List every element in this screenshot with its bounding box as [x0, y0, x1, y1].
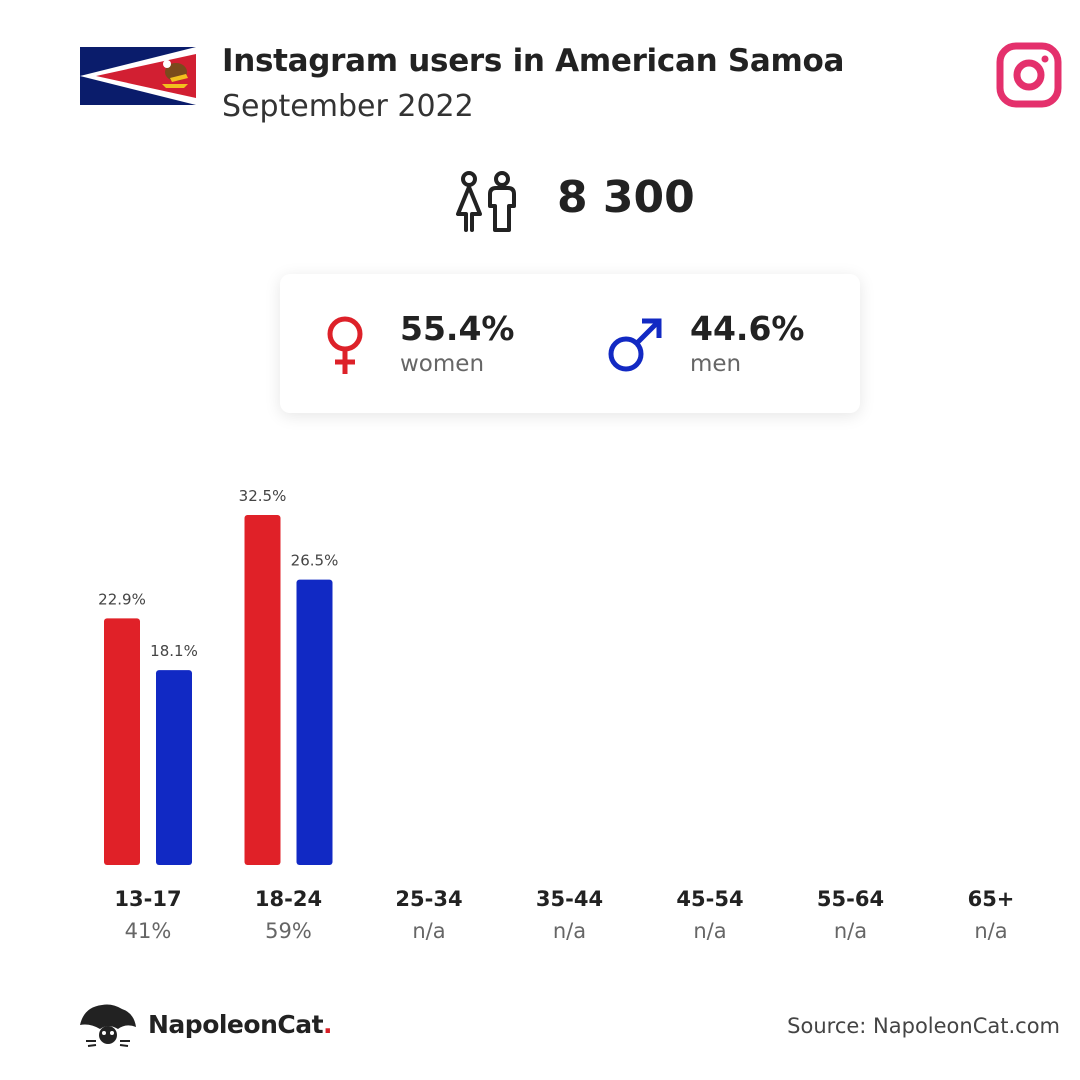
category-label-25-34: 25-34	[395, 887, 462, 911]
men-percentage: 44.6%	[690, 309, 805, 348]
data-label-men-13-17: 18.1%	[150, 642, 198, 660]
instagram-icon	[996, 42, 1062, 108]
category-label-13-17: 13-17	[114, 887, 181, 911]
american-samoa-flag-icon	[80, 47, 196, 105]
category-label-35-44: 35-44	[536, 887, 603, 911]
data-label-women-18-24: 32.5%	[239, 487, 287, 505]
data-label-women-13-17: 22.9%	[98, 590, 146, 608]
brand-name: NapoleonCat.	[148, 1010, 333, 1039]
category-total-25-34: n/a	[412, 919, 445, 943]
page-title: Instagram users in American Samoa	[222, 43, 845, 79]
users-icon	[456, 171, 516, 232]
women-percentage: 55.4%	[400, 309, 515, 348]
page-subtitle: September 2022	[222, 89, 474, 124]
brand-text: NapoleonCat	[148, 1010, 324, 1039]
total-users-value: 8 300	[557, 172, 695, 223]
age-distribution-chart: 22.9% 18.1% 13-17 41% 32.5% 26.5% 18-24 59% 25-3…	[98, 487, 1015, 943]
men-label: men	[690, 351, 742, 377]
male-symbol-icon	[608, 318, 662, 372]
bar-men-13-17	[156, 670, 192, 865]
category-label-45-54: 45-54	[676, 887, 743, 911]
data-label-men-18-24: 26.5%	[291, 552, 339, 570]
category-total-13-17: 41%	[125, 919, 172, 943]
female-symbol-icon	[327, 316, 363, 374]
category-total-65+: n/a	[974, 919, 1007, 943]
category-total-35-44: n/a	[553, 919, 586, 943]
bar-women-13-17	[104, 618, 140, 865]
category-label-65+: 65+	[968, 887, 1015, 911]
source-link[interactable]: Source: NapoleonCat.com	[787, 1014, 1060, 1038]
brand-dot: .	[323, 1010, 333, 1039]
bar-men-18-24	[296, 579, 333, 865]
gender-split-card: 55.4% women 44.6% men	[280, 274, 860, 413]
category-total-55-64: n/a	[834, 919, 867, 943]
category-label-18-24: 18-24	[255, 887, 322, 911]
women-label: women	[400, 351, 485, 377]
napoleoncat-logo-icon	[80, 1004, 136, 1047]
category-total-18-24: 59%	[265, 919, 312, 943]
category-total-45-54: n/a	[693, 919, 726, 943]
category-label-55-64: 55-64	[817, 887, 884, 911]
bar-women-18-24	[244, 515, 281, 865]
